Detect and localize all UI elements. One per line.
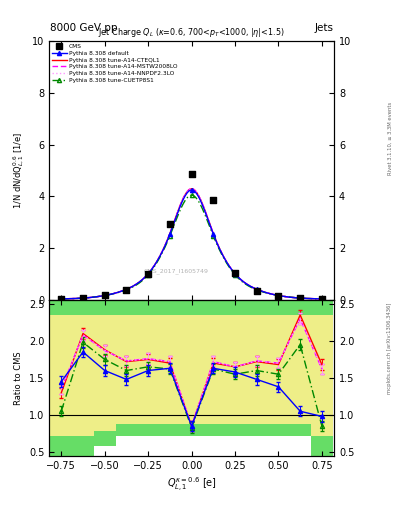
Bar [137, 300, 159, 436]
Text: mcplots.cern.ch [arXiv:1306.3436]: mcplots.cern.ch [arXiv:1306.3436] [387, 303, 392, 394]
Point [253, 287, 260, 295]
Bar [202, 300, 224, 436]
Text: 8000 GeV pp: 8000 GeV pp [50, 23, 118, 33]
Text: CMS_2017_I1605749: CMS_2017_I1605749 [143, 269, 208, 274]
Text: Rivet 3.1.10, ≥ 3.3M events: Rivet 3.1.10, ≥ 3.3M events [387, 101, 392, 175]
X-axis label: $Q_{L,1}^{\kappa=0.6}$ [e]: $Q_{L,1}^{\kappa=0.6}$ [e] [167, 476, 217, 494]
Bar [289, 315, 311, 424]
Bar [137, 315, 159, 424]
Bar [268, 300, 289, 436]
Bar [116, 300, 137, 436]
Bar [159, 315, 181, 424]
Point [319, 295, 325, 303]
Legend: CMS, Pythia 8.308 default, Pythia 8.308 tune-A14-CTEQL1, Pythia 8.308 tune-A14-M: CMS, Pythia 8.308 default, Pythia 8.308 … [52, 44, 178, 83]
Bar [202, 315, 224, 424]
Point [189, 170, 195, 179]
Bar [94, 300, 116, 446]
Bar [246, 315, 268, 424]
Point [101, 291, 108, 300]
Bar [94, 315, 116, 431]
Title: Jet Charge $Q_L$ ($\kappa$=0.6, 700<$p_T$<1000, |$\eta$|<1.5): Jet Charge $Q_L$ ($\kappa$=0.6, 700<$p_T… [98, 27, 285, 39]
Bar [72, 300, 94, 456]
Point [167, 220, 173, 228]
Bar [224, 300, 246, 436]
Bar [181, 300, 202, 436]
Bar [50, 315, 72, 436]
Point [232, 269, 238, 277]
Y-axis label: Ratio to CMS: Ratio to CMS [14, 351, 23, 404]
Bar [311, 315, 333, 436]
Point [80, 294, 86, 302]
Bar [181, 315, 202, 424]
Point [123, 286, 130, 294]
Bar [159, 300, 181, 436]
Bar [50, 300, 72, 456]
Point [275, 292, 282, 300]
Bar [116, 315, 137, 424]
Bar [72, 315, 94, 436]
Point [297, 294, 303, 302]
Bar [268, 315, 289, 424]
Bar [224, 315, 246, 424]
Text: Jets: Jets [314, 23, 333, 33]
Point [145, 270, 151, 279]
Bar [246, 300, 268, 436]
Y-axis label: 1/N dN/dQ$_{L,1}^{0.6}$ [1/e]: 1/N dN/dQ$_{L,1}^{0.6}$ [1/e] [12, 132, 26, 209]
Bar [311, 300, 333, 456]
Point [210, 196, 217, 204]
Bar [289, 300, 311, 436]
Point [58, 295, 64, 303]
